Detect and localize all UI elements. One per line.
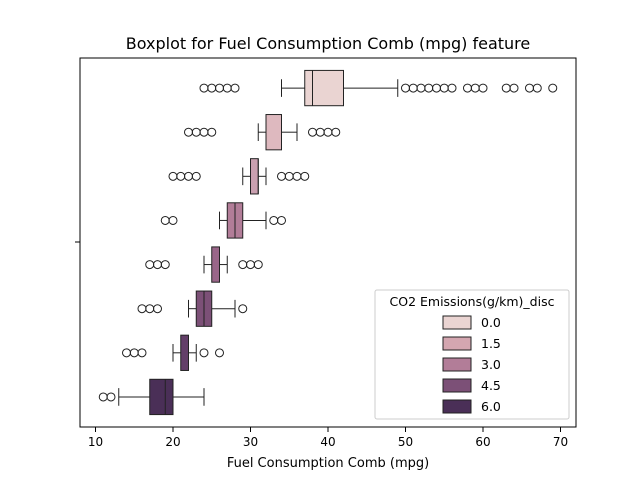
outlier-point: [315, 127, 325, 137]
outlier-point: [532, 83, 542, 93]
x-tick-label: 10: [88, 435, 103, 449]
x-tick-label: 50: [398, 435, 413, 449]
outlier-point: [222, 83, 232, 93]
box: [211, 246, 220, 283]
outlier-point: [215, 348, 224, 358]
outlier-point: [470, 83, 480, 93]
outlier-point: [432, 83, 441, 93]
legend-swatch: [442, 378, 472, 393]
box-group: [168, 158, 310, 195]
outlier-point: [323, 127, 333, 137]
outlier-point: [548, 83, 558, 93]
outlier-point: [176, 171, 186, 181]
box-group: [137, 290, 248, 327]
outlier-point: [122, 348, 131, 358]
outlier-point: [284, 171, 294, 181]
outlier-point: [509, 83, 519, 93]
legend-swatch: [442, 336, 472, 351]
legend-swatch: [442, 315, 472, 330]
outlier-point: [238, 304, 248, 314]
box: [250, 158, 259, 195]
plot-area: [98, 69, 558, 416]
outlier-point: [501, 83, 511, 93]
outlier-point: [269, 215, 279, 225]
box: [304, 69, 344, 107]
legend-entry-label: 4.5: [481, 378, 501, 393]
outlier-point: [230, 83, 240, 93]
outlier-point: [106, 392, 116, 402]
legend-entry-label: 6.0: [481, 399, 501, 414]
chart-title: Boxplot for Fuel Consumption Comb (mpg) …: [126, 34, 531, 53]
outlier-point: [277, 215, 286, 225]
x-tick-label: 70: [553, 435, 568, 449]
outlier-point: [199, 348, 209, 358]
outlier-point: [129, 348, 139, 358]
outlier-point: [238, 260, 248, 270]
outlier-point: [246, 260, 255, 270]
legend-title: CO2 Emissions(g/km)_disc: [390, 294, 555, 309]
legend-entry-label: 3.0: [481, 357, 501, 372]
outlier-point: [98, 392, 108, 402]
outlier-point: [145, 260, 155, 270]
outlier-point: [408, 83, 418, 93]
outlier-point: [308, 127, 317, 137]
outlier-point: [331, 127, 341, 137]
box: [265, 114, 282, 151]
box-group: [160, 202, 286, 239]
outlier-point: [207, 127, 217, 137]
box: [149, 378, 174, 416]
x-tick-label: 60: [475, 435, 490, 449]
x-axis-label: Fuel Consumption Comb (mpg): [227, 456, 429, 471]
legend-frame: [374, 289, 570, 420]
legend-entry-label: 1.5: [481, 336, 501, 351]
outlier-point: [199, 83, 209, 93]
outlier-point: [253, 260, 263, 270]
outlier-point: [300, 171, 310, 181]
outlier-point: [168, 215, 178, 225]
box-group: [145, 246, 263, 283]
outlier-point: [292, 171, 302, 181]
outlier-point: [416, 83, 426, 93]
outlier-point: [401, 83, 410, 93]
outlier-point: [215, 83, 224, 93]
box: [180, 334, 189, 371]
outlier-point: [199, 127, 209, 137]
outlier-point: [207, 83, 217, 93]
outlier-point: [184, 127, 193, 137]
outlier-point: [168, 171, 178, 181]
outlier-point: [137, 348, 147, 358]
outlier-point: [424, 83, 434, 93]
legend-swatch: [442, 357, 472, 372]
outlier-point: [191, 171, 201, 181]
box-group: [184, 114, 341, 151]
box-group: [98, 378, 205, 416]
legend-swatch: [442, 399, 472, 414]
outlier-point: [447, 83, 457, 93]
outlier-point: [137, 304, 147, 314]
x-tick-label: 20: [165, 435, 180, 449]
outlier-point: [184, 171, 193, 181]
x-tick-label: 40: [320, 435, 335, 449]
outlier-point: [160, 260, 170, 270]
box-group: [122, 334, 224, 371]
box-group: [199, 69, 558, 107]
outlier-point: [463, 83, 472, 93]
outlier-point: [145, 304, 155, 314]
outlier-point: [160, 215, 170, 225]
outlier-point: [153, 304, 162, 314]
legend-entry-label: 0.0: [481, 315, 501, 330]
legend: CO2 Emissions(g/km)_disc 0.0 1.5 3.0 4.5 6.0: [374, 289, 570, 420]
x-axis: 10 20 30 40 50 60 70: [88, 427, 568, 449]
outlier-point: [277, 171, 286, 181]
outlier-point: [153, 260, 162, 270]
outlier-point: [191, 127, 201, 137]
outlier-point: [525, 83, 534, 93]
outlier-point: [439, 83, 449, 93]
outlier-point: [478, 83, 488, 93]
legend-entries: 0.0 1.5 3.0 4.5 6.0: [442, 315, 501, 414]
x-tick-label: 30: [243, 435, 258, 449]
